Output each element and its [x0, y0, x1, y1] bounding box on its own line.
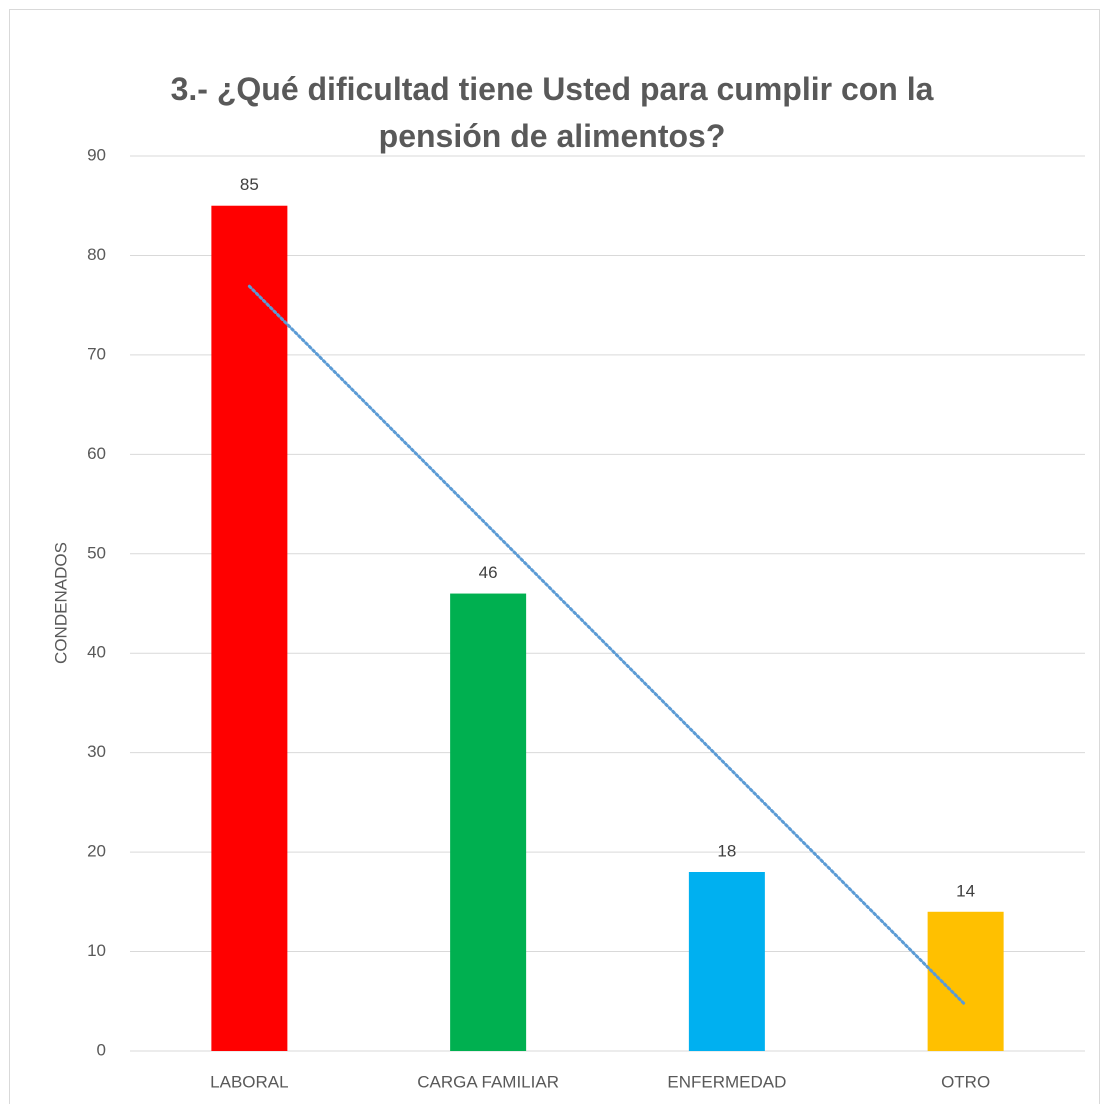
data-label: 85: [240, 175, 259, 194]
bar: [211, 205, 288, 1051]
x-tick-label: LABORAL: [210, 1072, 288, 1091]
bar: [927, 911, 1004, 1051]
data-label: 18: [717, 841, 736, 860]
y-tick-label: 40: [87, 643, 106, 662]
y-tick-label: 70: [87, 344, 106, 363]
y-tick-label: 90: [87, 145, 106, 164]
y-tick-label: 10: [87, 941, 106, 960]
x-tick-label: OTRO: [941, 1072, 990, 1091]
y-tick-label: 60: [87, 444, 106, 463]
y-tick-label: 80: [87, 245, 106, 264]
y-tick-label: 0: [97, 1040, 106, 1059]
chart-border: [9, 9, 1100, 1104]
x-tick-label: CARGA FAMILIAR: [417, 1072, 559, 1091]
data-label: 46: [479, 563, 498, 582]
bar: [450, 593, 527, 1051]
y-tick-label: 20: [87, 842, 106, 861]
x-tick-label: ENFERMEDAD: [667, 1072, 786, 1091]
chart-title: 3.- ¿Qué dificultad tiene Usted para cum…: [170, 71, 934, 154]
y-tick-label: 30: [87, 742, 106, 761]
trendline: [247, 284, 968, 1007]
bar: [688, 872, 765, 1051]
data-label: 14: [956, 881, 975, 900]
y-axis-label: CONDENADOS: [51, 542, 70, 664]
y-tick-label: 50: [87, 543, 106, 562]
